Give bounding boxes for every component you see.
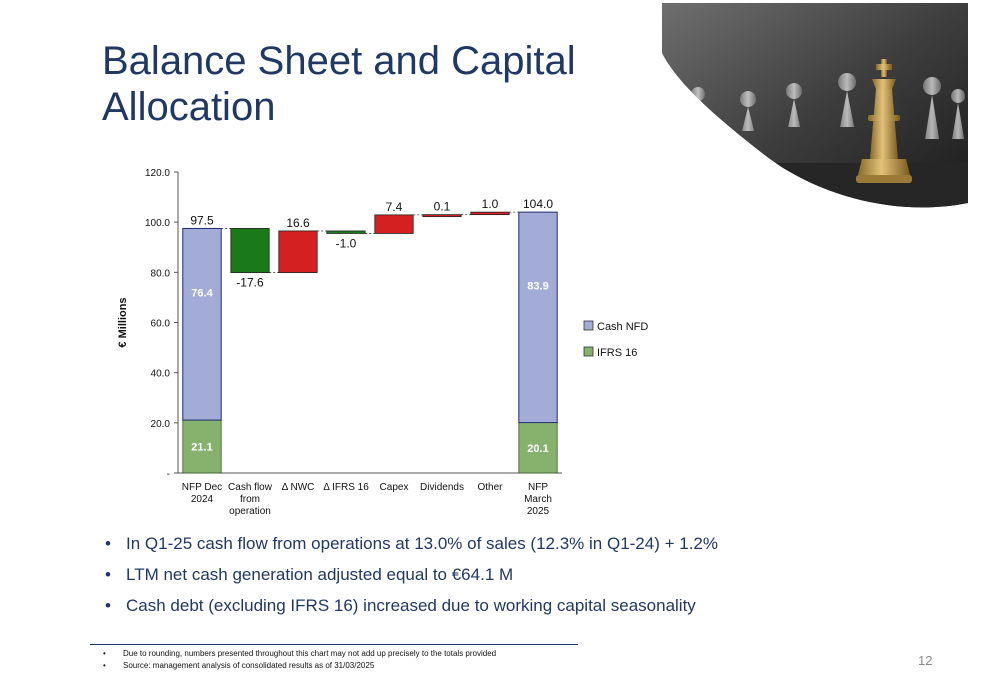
- bar-delta: [374, 214, 414, 234]
- footnotes: Due to rounding, numbers presented throu…: [103, 648, 496, 672]
- chess-king-photo: [662, 3, 968, 208]
- y-tick-label: 20.0: [151, 419, 171, 430]
- legend-swatch: [583, 346, 594, 357]
- x-category-label: Cash flow: [228, 482, 273, 493]
- bar-delta-label: -17.6: [236, 276, 264, 290]
- bar-delta-label: 1.0: [482, 197, 499, 211]
- x-category-label: Dividends: [420, 482, 464, 493]
- bullet-cash-flow: In Q1-25 cash flow from operations at 13…: [103, 528, 718, 559]
- bar-delta: [470, 211, 510, 216]
- y-tick-label: 40.0: [151, 369, 171, 380]
- legend-label: IFRS 16: [597, 347, 637, 359]
- bar-total-label: 97.5: [190, 213, 214, 227]
- bar-delta: [278, 230, 318, 273]
- x-category-label: from: [240, 494, 260, 505]
- bar-ifrs16: [518, 422, 558, 474]
- bar-delta-label: 16.6: [286, 216, 310, 230]
- footnote-divider: [90, 644, 578, 645]
- x-category-label: operation: [229, 506, 271, 517]
- bar-cash-nfd: [518, 211, 558, 424]
- key-points-list: In Q1-25 cash flow from operations at 13…: [103, 528, 718, 621]
- bar-segment-label: 21.1: [191, 442, 212, 454]
- bar-segment-label: 76.4: [191, 287, 213, 299]
- bar-total-label: 104.0: [523, 197, 553, 211]
- y-axis-title: € Millions: [117, 297, 129, 347]
- x-category-label: Other: [477, 482, 503, 493]
- king-piece: [856, 59, 912, 183]
- footnote-rounding: Due to rounding, numbers presented throu…: [103, 648, 496, 660]
- bar-cash-nfd: [182, 227, 222, 421]
- bullet-net-cash-generation: LTM net cash generation adjusted equal t…: [103, 559, 718, 590]
- bar-delta-label: -1.0: [336, 236, 357, 250]
- y-tick-label: 80.0: [151, 268, 171, 279]
- y-tick-label: 60.0: [151, 319, 171, 330]
- legend-swatch: [583, 320, 594, 331]
- x-category-label: Capex: [380, 482, 409, 493]
- y-tick-label: 120.0: [145, 168, 170, 179]
- legend-label: Cash NFD: [597, 321, 648, 333]
- x-category-label: 2025: [527, 506, 550, 517]
- footnote-source: Source: management analysis of consolida…: [103, 660, 496, 672]
- x-category-label: Δ NWC: [282, 482, 315, 493]
- bar-delta: [326, 230, 366, 234]
- x-category-label: 2024: [191, 494, 214, 505]
- page-number: 12: [918, 653, 933, 668]
- x-category-label: NFP Dec: [182, 482, 222, 493]
- waterfall-chart: - 20.0 40.0 60.0 80.0 100.0 120.0 € Millions 97.…: [117, 168, 648, 517]
- x-category-label: March: [524, 494, 552, 505]
- bar-delta-label: 0.1: [434, 200, 451, 214]
- bullet-cash-debt: Cash debt (excluding IFRS 16) increased …: [103, 590, 718, 621]
- y-tick-label: -: [167, 469, 170, 480]
- x-category-label: NFP: [528, 482, 548, 493]
- bar-delta: [422, 214, 462, 218]
- bar-segment-label: 20.1: [527, 443, 548, 455]
- x-category-label: Δ IFRS 16: [323, 482, 369, 493]
- bar-delta: [230, 228, 270, 273]
- slide-title: Balance Sheet and Capital Allocation: [102, 39, 576, 129]
- bar-delta-label: 7.4: [386, 200, 403, 214]
- y-tick-label: 100.0: [145, 218, 170, 229]
- bar-segment-label: 83.9: [527, 280, 548, 292]
